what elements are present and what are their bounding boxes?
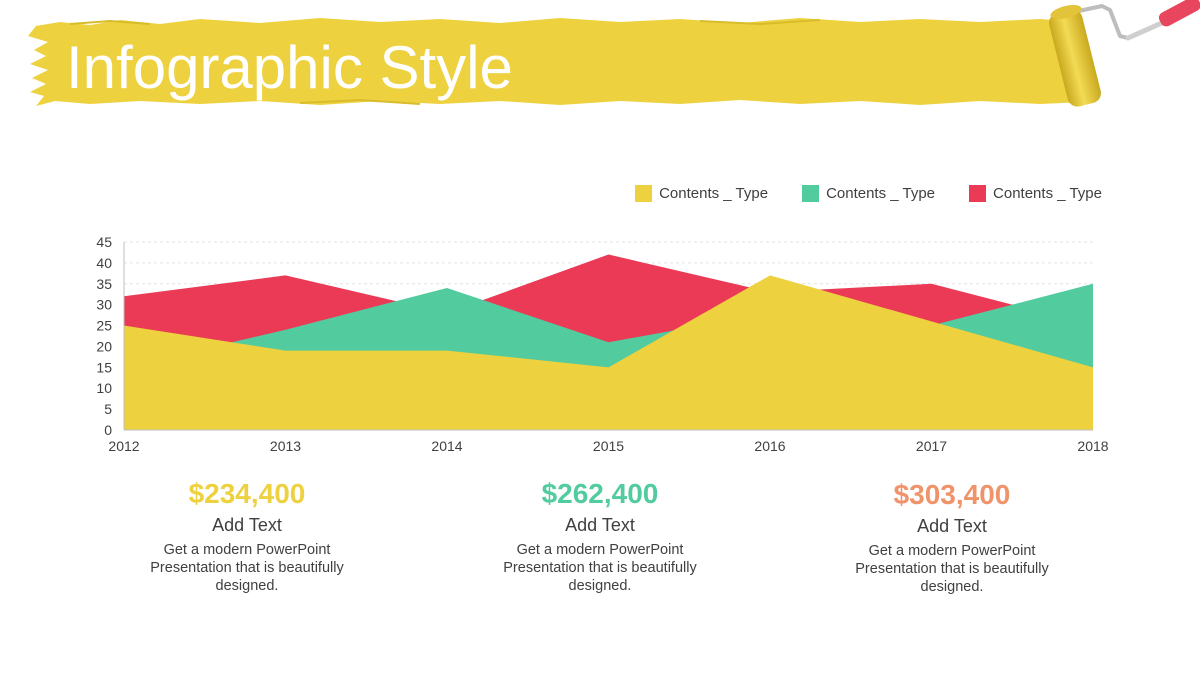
legend-label: Contents _ Type — [659, 185, 769, 202]
stat-block-1: $234,400 Add Text Get a modern PowerPoin… — [122, 478, 372, 595]
stat-value: $234,400 — [188, 478, 306, 509]
title-banner — [28, 18, 1092, 106]
area-series-3 — [124, 275, 1093, 430]
legend-swatch — [635, 185, 653, 202]
x-tick-label: 2013 — [270, 438, 301, 454]
y-tick-label: 30 — [96, 297, 112, 313]
stat-value: $262,400 — [541, 478, 659, 509]
y-tick-label: 0 — [104, 422, 112, 438]
y-tick-label: 25 — [96, 318, 112, 334]
x-tick-label: 2018 — [1077, 438, 1108, 454]
stat-value: $303,400 — [893, 479, 1011, 510]
y-tick-label: 35 — [96, 276, 112, 292]
paint-roller-icon — [1049, 0, 1200, 107]
legend-item-green: Contents _ Type — [802, 185, 935, 202]
x-tick-label: 2014 — [431, 438, 462, 454]
x-tick-label: 2015 — [593, 438, 624, 454]
stat-heading: Add Text — [212, 515, 282, 535]
y-tick-label: 20 — [96, 338, 112, 354]
legend-swatch — [802, 185, 820, 202]
legend-item-red: Contents _ Type — [969, 185, 1102, 202]
stat-description: Get a modern PowerPoint Presentation tha… — [150, 542, 344, 594]
x-tick-label: 2017 — [916, 438, 947, 454]
legend-item-yellow: Contents _ Type — [635, 185, 768, 202]
stat-block-2: $262,400 Add Text Get a modern PowerPoin… — [475, 478, 725, 595]
y-tick-label: 15 — [96, 359, 112, 375]
stat-heading: Add Text — [917, 516, 987, 536]
x-tick-label: 2016 — [754, 438, 785, 454]
legend-swatch — [969, 185, 987, 202]
y-tick-label: 40 — [96, 255, 112, 271]
y-tick-label: 45 — [96, 234, 112, 250]
page-title: Infographic Style — [66, 34, 513, 101]
y-tick-label: 10 — [96, 380, 112, 396]
legend-label: Contents _ Type — [826, 185, 936, 202]
y-tick-label: 5 — [104, 401, 112, 417]
legend-label: Contents _ Type — [993, 185, 1102, 202]
chart-legend: Contents _ Type Contents _ Type Contents… — [635, 185, 1102, 202]
stat-heading: Add Text — [565, 515, 635, 535]
stat-block-3: $303,400 Add Text Get a modern PowerPoin… — [827, 479, 1077, 596]
stat-description: Get a modern PowerPoint Presentation tha… — [855, 543, 1049, 595]
x-tick-label: 2012 — [108, 438, 139, 454]
stat-description: Get a modern PowerPoint Presentation tha… — [503, 542, 697, 594]
